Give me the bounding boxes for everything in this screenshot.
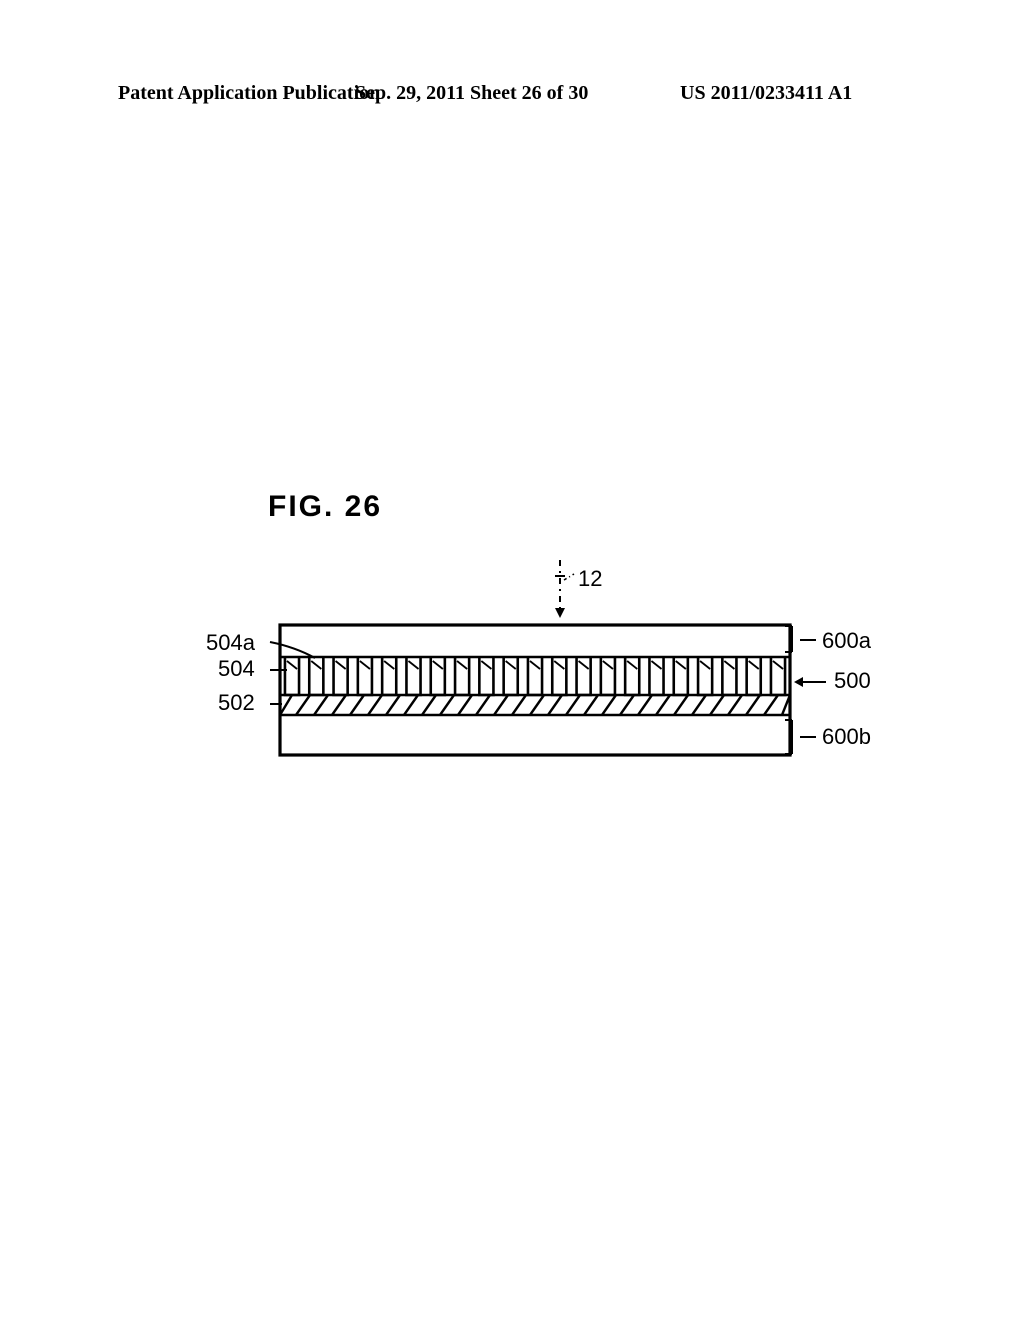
svg-text:500: 500 [834,668,871,693]
svg-text:600b: 600b [822,724,871,749]
svg-text:600a: 600a [822,628,872,653]
header-right: US 2011/0233411 A1 [680,82,852,105]
svg-text:12: 12 [578,566,602,591]
header-left: Patent Application Publication [118,82,380,105]
page-root: Patent Application Publication Sep. 29, … [0,0,1024,1320]
figure-svg-root: 12 504a504 502 600a 500 600b [206,560,872,755]
svg-text:502: 502 [218,690,255,715]
header-center: Sep. 29, 2011 Sheet 26 of 30 [355,82,588,105]
figure-26: 12 504a504 502 600a 500 600b [120,540,900,840]
svg-text:504: 504 [218,656,255,681]
figure-title: FIG. 26 [268,490,382,524]
svg-text:504a: 504a [206,630,256,655]
